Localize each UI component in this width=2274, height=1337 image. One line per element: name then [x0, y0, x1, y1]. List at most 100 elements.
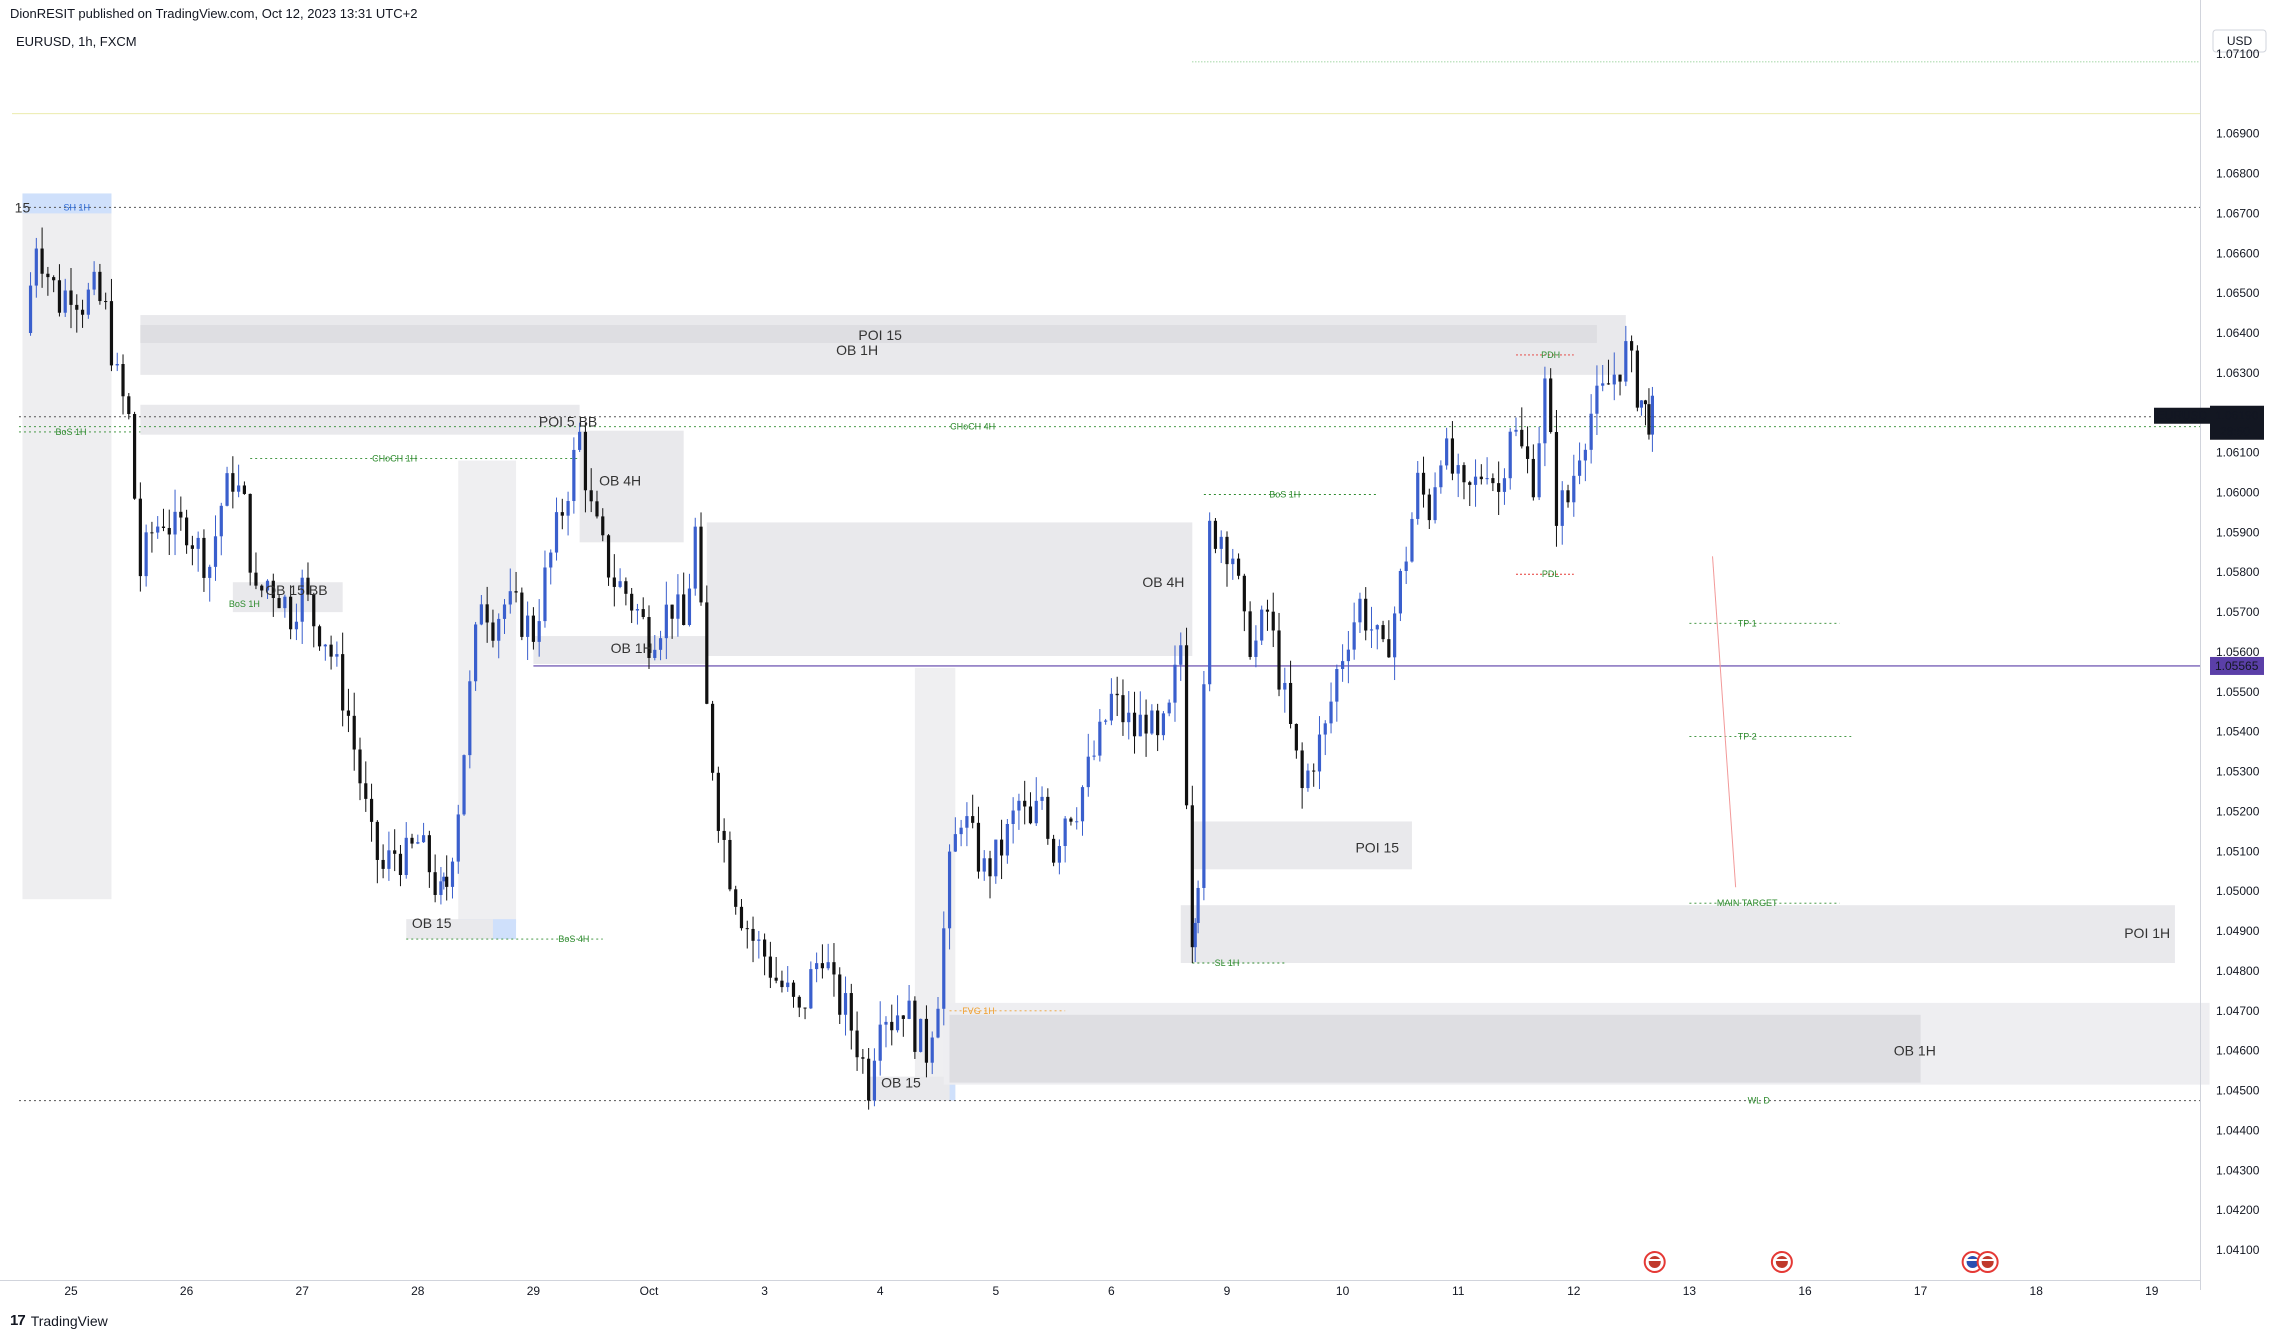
- time-tick: 11: [1452, 1284, 1465, 1298]
- time-tick: Oct: [640, 1284, 659, 1298]
- zone-box: [949, 1014, 1921, 1083]
- time-axis: 25 26 27 28 29 Oct 3 4 5 6 9 10 11 12 13 16 17 18 19: [0, 1251, 2200, 1298]
- candle-body: [780, 980, 784, 988]
- chart-label: POI 15: [1355, 839, 1399, 855]
- candle-body: [861, 1057, 865, 1059]
- chart-label: OB 1H: [611, 640, 653, 656]
- candle-body: [1294, 723, 1298, 751]
- time-tick: 29: [527, 1284, 541, 1298]
- candle-body: [1312, 770, 1316, 772]
- level-tag-value: 1.05565: [2215, 659, 2259, 673]
- candle-body: [213, 536, 218, 567]
- candle-body: [306, 577, 310, 595]
- candle-body: [1069, 818, 1073, 822]
- candles-layer: [28, 227, 1655, 1110]
- price-tick: 1.05500: [2216, 685, 2260, 699]
- candle-body: [442, 876, 446, 882]
- candle-body: [1028, 806, 1033, 824]
- candle-body: [601, 516, 605, 536]
- candle-body: [69, 290, 73, 305]
- price-tick: 1.06400: [2216, 326, 2260, 340]
- candle-body: [190, 545, 194, 549]
- chart-label: OB 15: [881, 1075, 921, 1091]
- price-tick: 1.05200: [2216, 804, 2260, 818]
- time-tick: 25: [64, 1284, 78, 1298]
- tradingview-logo[interactable]: 17 TradingView: [10, 1312, 108, 1329]
- price-tick: 1.04600: [2216, 1044, 2260, 1058]
- time-tick: 5: [992, 1284, 999, 1298]
- candle-body: [1473, 476, 1478, 485]
- currency-label: USD: [2227, 34, 2253, 48]
- chart-label: SL 1H: [1215, 958, 1240, 968]
- candle-body: [930, 1037, 934, 1063]
- candle-body: [578, 431, 582, 450]
- price-tick: 1.05300: [2216, 765, 2260, 779]
- candle-body: [1138, 714, 1142, 737]
- candle-body: [999, 839, 1004, 856]
- candle-body: [1104, 720, 1108, 722]
- tradingview-mark-icon: 17: [10, 1312, 26, 1329]
- candle-body: [907, 1000, 911, 1019]
- candle-body: [1121, 695, 1125, 723]
- chart-label: BoS 1H: [55, 427, 86, 437]
- candle-body: [867, 1058, 871, 1101]
- candle-body: [803, 1007, 807, 1009]
- candle-body: [1109, 693, 1113, 721]
- candle-body: [109, 301, 114, 366]
- candle-body: [514, 591, 518, 593]
- price-tick: 1.06800: [2216, 167, 2260, 181]
- candle-body: [1369, 629, 1374, 631]
- candle-body: [1433, 487, 1437, 521]
- candle-body: [1404, 561, 1408, 571]
- candle-body: [1023, 800, 1027, 807]
- candle-body: [1514, 429, 1518, 432]
- zone-box: [406, 919, 493, 940]
- candle-body: [132, 414, 137, 499]
- candle-body: [474, 624, 478, 682]
- projection-arrow: [1712, 556, 1737, 888]
- price-tick: 1.06600: [2216, 246, 2260, 260]
- candle-body: [658, 638, 663, 650]
- candle-body: [1150, 710, 1154, 734]
- candle-body: [670, 604, 674, 619]
- candle-body: [901, 1015, 905, 1019]
- candle-body: [537, 621, 541, 642]
- symbol-label: EURUSD, 1h, FXCM: [16, 34, 137, 49]
- candle-body: [1017, 800, 1021, 811]
- zones-layer: [22, 193, 2210, 1101]
- candle-body: [1456, 465, 1460, 474]
- candle-body: [1479, 476, 1483, 480]
- candle-body: [988, 858, 992, 877]
- candle-body: [75, 304, 79, 310]
- candle-body: [1650, 395, 1655, 435]
- candle-body: [734, 889, 738, 907]
- candle-body: [1462, 465, 1466, 483]
- candle-body: [1046, 796, 1050, 839]
- currency-button[interactable]: [2212, 29, 2267, 53]
- candle-body: [1202, 684, 1206, 888]
- candle-body: [381, 859, 385, 869]
- chart-label: OB 1H: [836, 342, 878, 358]
- candle-body: [1520, 429, 1524, 447]
- candle-body: [1115, 693, 1119, 696]
- candle-body: [1508, 431, 1512, 479]
- tradingview-wordmark: TradingView: [30, 1312, 108, 1329]
- candle-body: [398, 853, 403, 876]
- candle-body: [329, 644, 333, 657]
- candle-body: [1260, 609, 1264, 641]
- candle-body: [92, 271, 96, 290]
- candle-body: [1639, 400, 1644, 408]
- candle-body: [1560, 490, 1564, 526]
- price-tick: 1.05800: [2216, 565, 2260, 579]
- candle-body: [179, 511, 183, 518]
- candle-body: [1612, 374, 1616, 385]
- candle-body: [1606, 383, 1611, 385]
- chart-label: POI 5 BB: [539, 414, 597, 430]
- candle-body: [965, 816, 969, 828]
- candle-body: [121, 364, 125, 397]
- candle-body: [815, 963, 819, 970]
- candle-body: [531, 615, 535, 642]
- candle-body: [1624, 341, 1628, 382]
